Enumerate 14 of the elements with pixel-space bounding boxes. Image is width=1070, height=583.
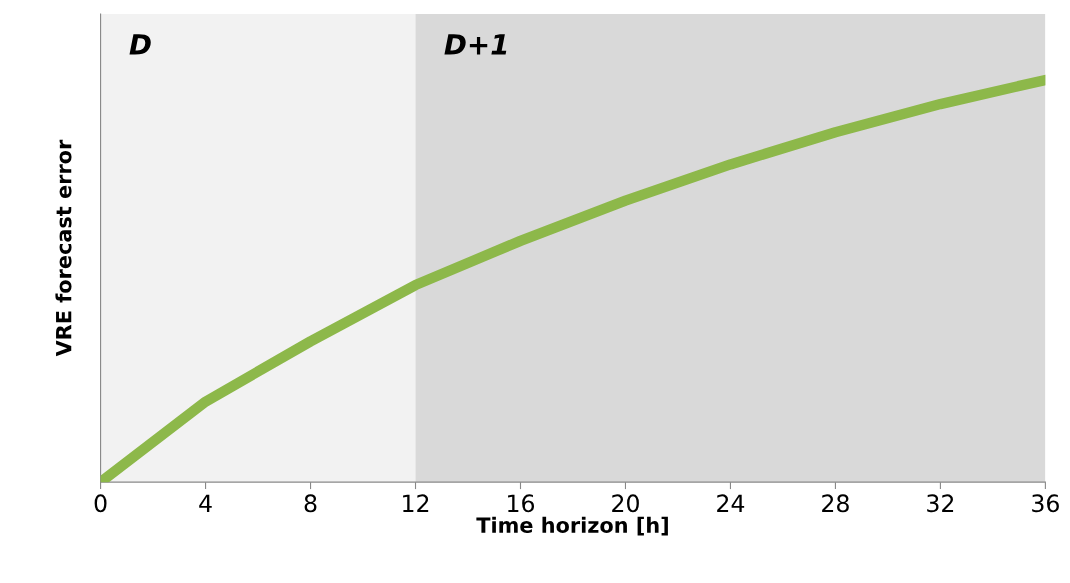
x-tick-label: 16	[508, 494, 535, 513]
x-tick-label: 36	[1032, 494, 1059, 513]
x-tick-label: 32	[927, 494, 954, 513]
x-tick-label: 28	[822, 494, 849, 513]
x-tick-label: 4	[199, 494, 212, 512]
x-axis-title: Time horizon [h]	[476, 516, 668, 536]
band-label: D+1	[444, 34, 507, 55]
band-label: D	[129, 34, 151, 55]
x-tick-label: 12	[403, 494, 429, 512]
x-tick-label: 8	[304, 494, 317, 513]
x-tick-label: 20	[612, 494, 639, 513]
x-tick-label: 0	[94, 494, 107, 513]
x-tick-label: 24	[717, 494, 745, 512]
y-axis-title: VRE forecast error	[55, 139, 72, 357]
